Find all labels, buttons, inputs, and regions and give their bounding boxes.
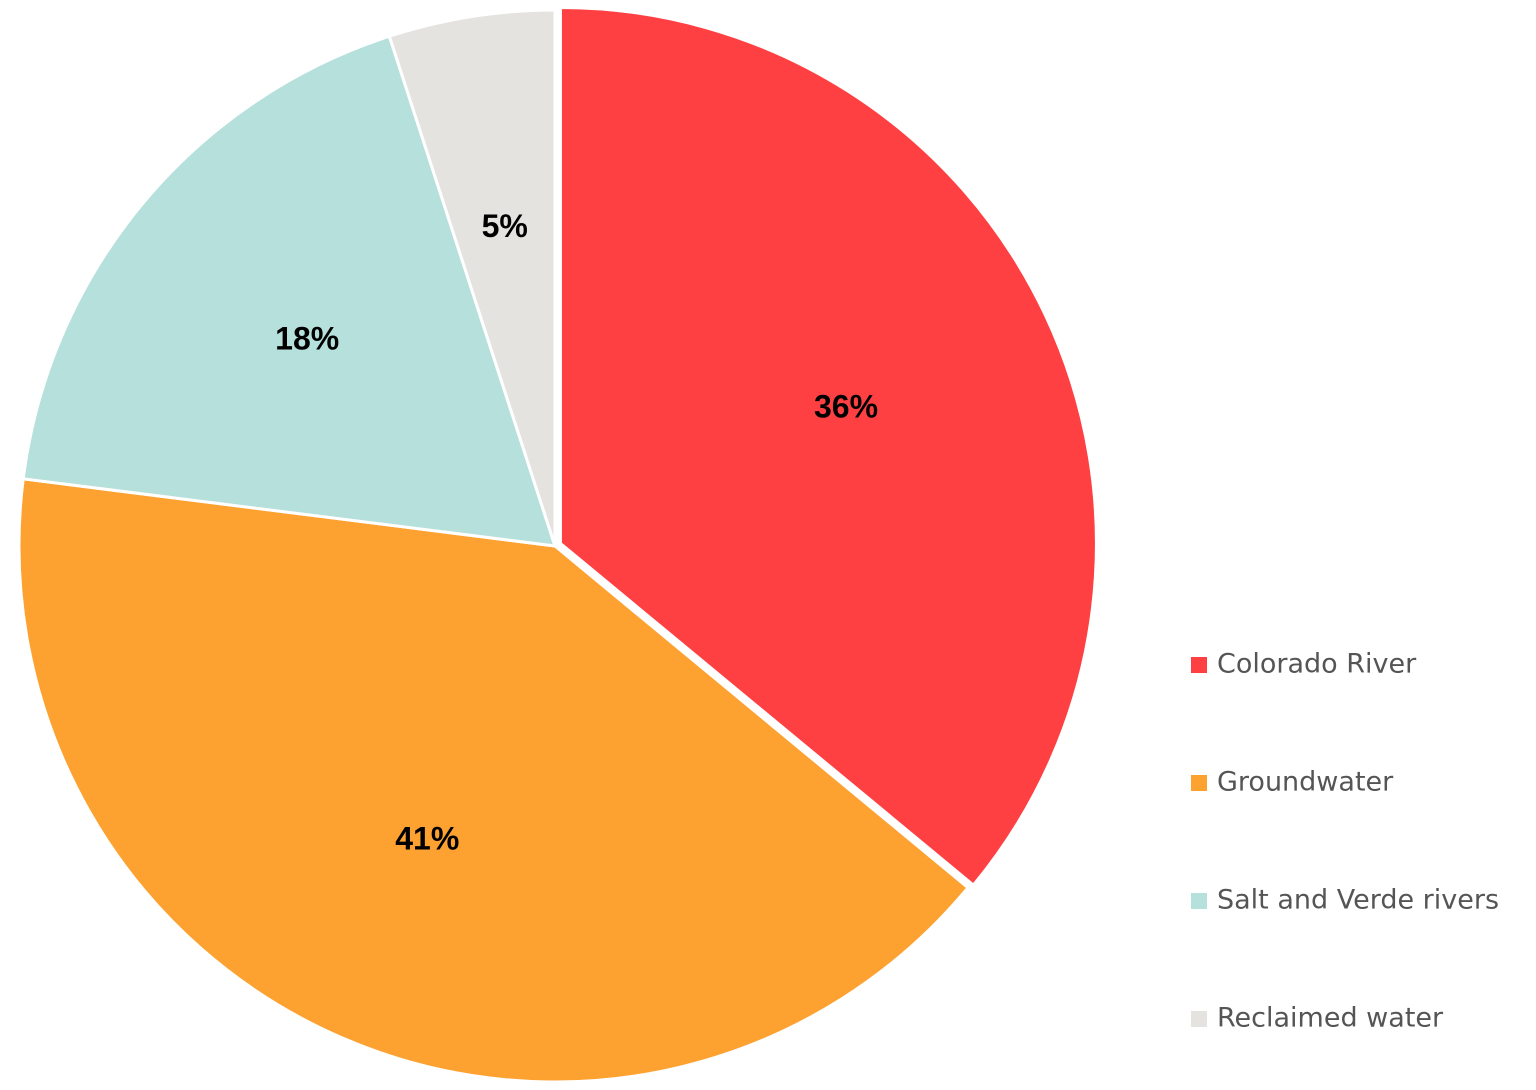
data-label: 41% — [395, 821, 459, 857]
pie-slice — [558, 5, 1098, 888]
data-label: 18% — [275, 320, 339, 356]
pie-slice — [387, 8, 557, 547]
legend-label: Groundwater — [1217, 767, 1394, 798]
legend-label: Salt and Verde rivers — [1217, 885, 1499, 916]
pie-slice — [17, 477, 971, 1084]
legend-label: Colorado River — [1217, 649, 1417, 680]
legend-swatch — [1191, 657, 1207, 673]
legend-swatch — [1191, 893, 1207, 909]
legend-label: Reclaimed water — [1217, 1003, 1444, 1034]
pie-slice — [21, 34, 558, 548]
legend-swatch — [1191, 775, 1207, 791]
legend-swatch — [1191, 1011, 1207, 1027]
data-label: 5% — [482, 208, 528, 244]
data-label: 36% — [814, 389, 878, 425]
